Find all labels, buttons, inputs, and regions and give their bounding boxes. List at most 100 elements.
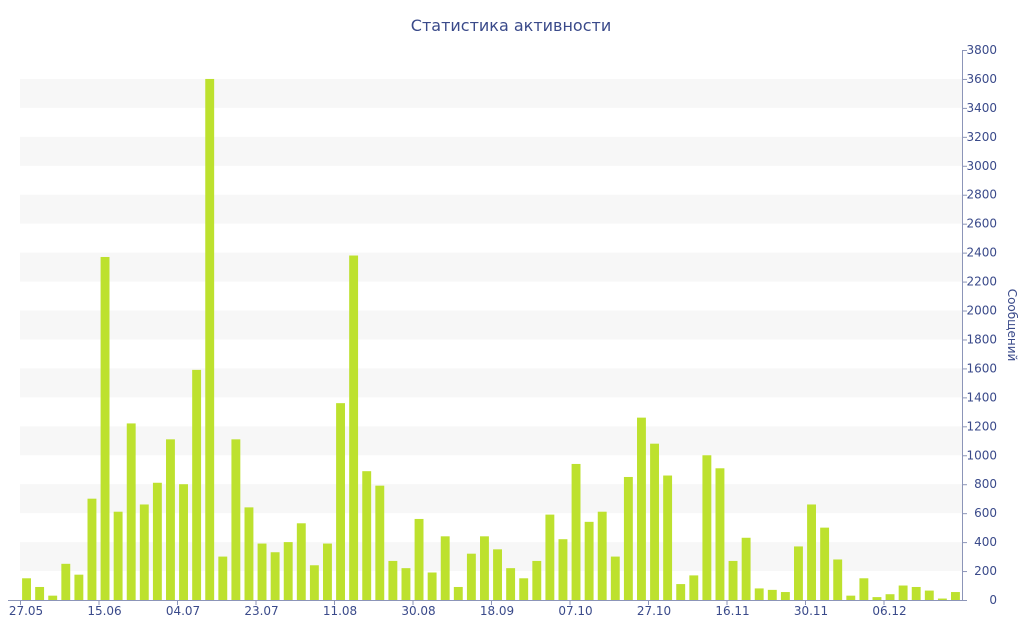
y-tick-label: 200 [974,564,997,578]
bar [35,586,45,600]
bar [610,556,620,600]
bar [139,504,149,600]
grid-band [20,252,962,282]
bar [323,543,332,600]
bar [951,592,960,600]
y-tick-label: 400 [974,535,997,549]
y-tick-label: 3200 [966,130,997,144]
bar-series [22,78,960,601]
bar [493,549,502,600]
y-tick-label: 2800 [966,188,997,202]
bar [663,475,673,600]
bar [506,568,516,600]
bar [898,585,908,600]
x-tick-label: 07.10 [558,604,592,618]
bar [453,586,463,600]
bar [48,595,58,600]
bar [270,552,280,600]
y-tick-label: 1400 [966,390,997,404]
x-tick-label: 11.08 [323,604,357,618]
bar [336,403,345,600]
y-tick-label: 0 [989,593,997,607]
bar [584,521,594,600]
y-tick-label: 3000 [966,159,997,173]
chart-title: Статистика активности [411,16,611,35]
y-tick-label: 2000 [966,304,997,318]
bar [872,597,882,600]
y-tick-label: 600 [974,506,997,520]
bar [126,423,136,600]
bar [166,439,175,600]
y-axis-label: Сообщений [1005,289,1019,362]
bar [597,511,607,600]
x-tick-label: 30.08 [401,604,435,618]
bar [637,417,646,600]
bar [244,507,254,600]
grid-band [20,368,962,398]
y-axis-ticks: 0 200 400 600 800 1000 1200 1400 1600 1800 2000 220… [962,43,997,607]
bar [715,468,725,600]
x-tick-label: 23.07 [244,604,278,618]
bar [702,455,712,600]
grid-band [20,484,962,514]
x-tick-label: 15.06 [87,604,121,618]
bar [767,589,777,600]
bar [532,560,542,600]
bar [113,511,123,600]
bar [257,543,267,600]
bar [676,584,686,600]
bar [218,556,228,600]
grid-band [20,136,962,166]
y-tick-label: 2200 [966,275,997,289]
grid-band [20,78,962,108]
bar [401,568,411,600]
bar [571,463,581,600]
bar [179,484,188,600]
bar [820,527,830,600]
grid-band [20,194,962,224]
bar [296,523,306,600]
bar [728,560,738,600]
bar [22,578,31,600]
bar [558,539,568,600]
bar [414,518,424,600]
bar [205,78,215,600]
bar [741,537,751,600]
x-tick-label: 27.05 [9,604,43,618]
bar [937,598,947,600]
grid-band [20,426,962,456]
y-tick-label: 1600 [966,361,997,375]
bar [924,590,934,600]
x-tick-label: 27.10 [637,604,671,618]
x-tick-label: 04.07 [166,604,200,618]
bar [309,565,319,600]
y-tick-label: 1800 [966,332,997,346]
bar [427,572,437,600]
bar [362,471,372,600]
y-tick-label: 3600 [966,72,997,86]
bar [152,482,162,600]
bar [650,443,659,600]
grid-band [20,542,962,572]
x-tick-label: 18.09 [480,604,514,618]
bar [859,578,869,600]
bar [192,369,202,600]
bar [440,536,450,600]
bar [794,546,803,600]
bar [466,553,476,600]
y-tick-label: 3800 [966,43,997,57]
bar [231,439,241,600]
bar [846,595,856,600]
bar [100,256,110,600]
x-tick-label: 16.11 [715,604,749,618]
bar [807,504,816,600]
x-tick-label: 06.12 [872,604,906,618]
y-tick-label: 800 [974,477,997,491]
bar [349,255,359,601]
grid-bands [20,78,962,572]
bar [833,559,843,600]
bar [780,592,790,600]
y-tick-label: 1200 [966,419,997,433]
